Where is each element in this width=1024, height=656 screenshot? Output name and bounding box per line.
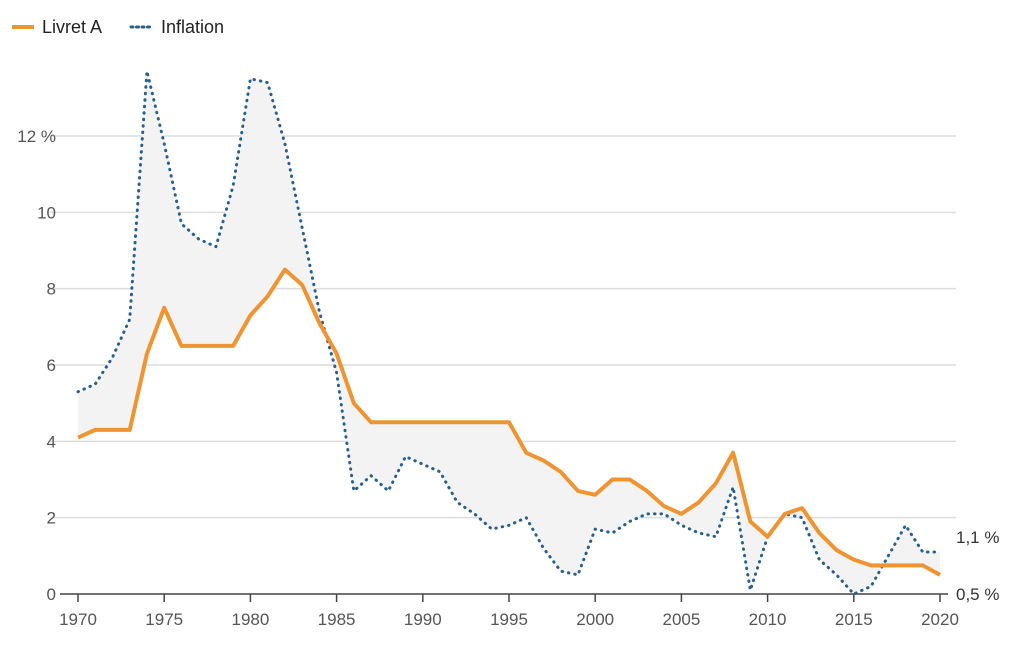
x-tick-label: 2020: [921, 610, 959, 629]
gap-fill-area: [78, 71, 940, 594]
end-label-inflation: 1,1 %: [956, 528, 999, 547]
legend: Livret A Inflation: [12, 17, 224, 37]
x-tick-label: 2010: [749, 610, 787, 629]
y-tick-label: 8: [47, 280, 56, 299]
series-lines: [76, 69, 942, 596]
x-tick-label: 2015: [835, 610, 873, 629]
x-tick-label: 2005: [662, 610, 700, 629]
x-tick-label: 1970: [59, 610, 97, 629]
x-tick-label: 1975: [145, 610, 183, 629]
legend-label-inflation: Inflation: [161, 17, 224, 37]
x-tick-label: 1980: [231, 610, 269, 629]
x-tick-label: 1985: [318, 610, 356, 629]
y-tick-label: 6: [47, 356, 56, 375]
x-axis: 1970 1975 1980 1985 1990 1995 2000 2005 2010 2015…: [59, 593, 959, 629]
x-tick-label: 1990: [404, 610, 442, 629]
x-tick-label: 2000: [576, 610, 614, 629]
legend-label-livret-a: Livret A: [42, 17, 102, 37]
y-tick-label: 0: [47, 585, 56, 604]
y-tick-label: 2: [47, 509, 56, 528]
y-tick-label: 10: [37, 203, 56, 222]
y-tick-label: 4: [47, 432, 56, 451]
x-tick-label: 1995: [490, 610, 528, 629]
end-label-livret-a: 0,5 %: [956, 585, 999, 604]
y-tick-label: 12 %: [17, 127, 56, 146]
